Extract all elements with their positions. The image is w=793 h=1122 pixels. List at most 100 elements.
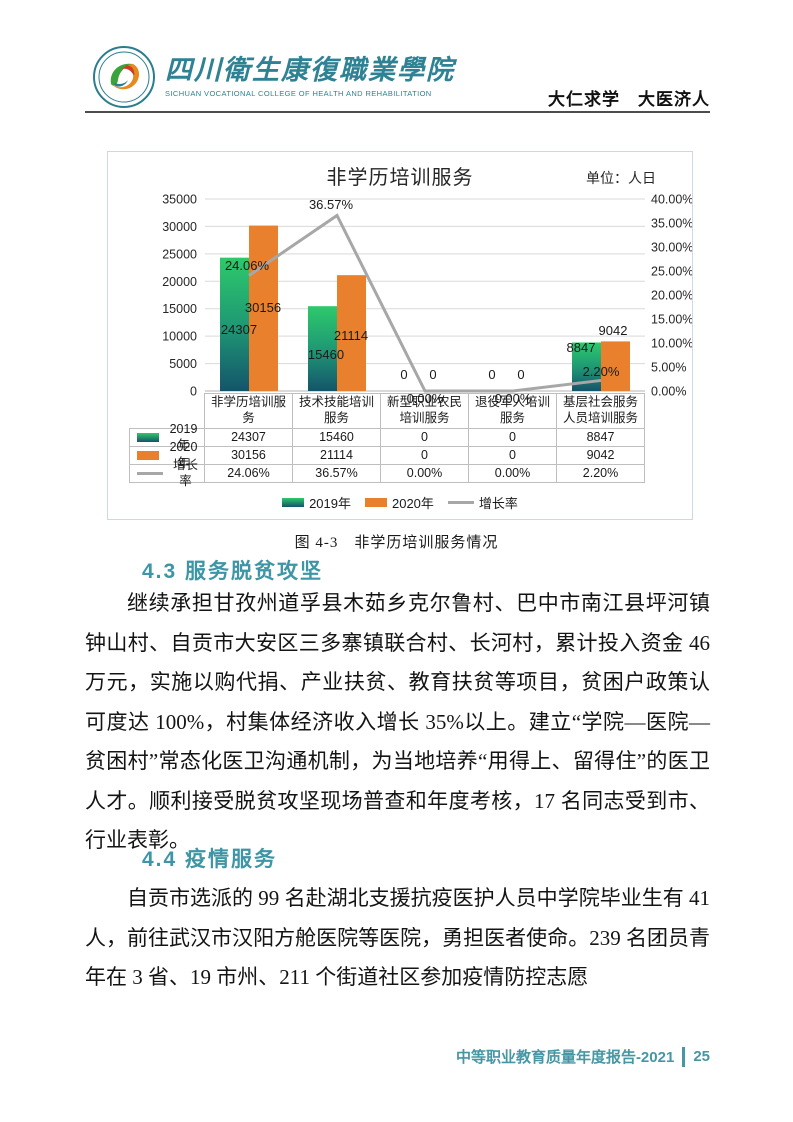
bar-2019 bbox=[220, 257, 249, 391]
legend-swatch-growth-line bbox=[137, 472, 163, 475]
left-axis-tick-label: 15000 bbox=[162, 302, 197, 316]
table-value-cell: 0.00% bbox=[381, 465, 469, 483]
header-motto: 大仁求学 大医济人 bbox=[548, 90, 710, 109]
college-name-block: 四川衛生康復職業學院 SICHUAN VOCATIONAL COLLEGE OF… bbox=[165, 55, 455, 98]
table-category-header: 新型职业农民培训服务 bbox=[381, 393, 469, 429]
right-axis-tick-label: 25.00% bbox=[651, 265, 692, 279]
bar-2020-data-label: 0 bbox=[429, 367, 436, 382]
college-logo-badge bbox=[93, 46, 155, 108]
legend-item: 2020年 bbox=[364, 493, 434, 512]
footer-separator bbox=[682, 1046, 686, 1067]
table-value-cell: 0.00% bbox=[469, 465, 557, 483]
table-value-cell: 24.06% bbox=[205, 465, 293, 483]
table-category-header: 基层社会服务人员培训服务 bbox=[557, 393, 645, 429]
right-axis-tick-label: 30.00% bbox=[651, 241, 692, 255]
chart-title: 非学历培训服务 bbox=[326, 167, 474, 189]
bar-2020 bbox=[337, 275, 366, 391]
college-name-en: SICHUAN VOCATIONAL COLLEGE OF HEALTH AND… bbox=[165, 88, 432, 98]
right-axis-tick-label: 35.00% bbox=[651, 217, 692, 231]
table-value-cell: 0 bbox=[381, 447, 469, 465]
section-4-3-paragraph: 继续承担甘孜州道孚县木茹乡克尔鲁村、巴中市南江县坪河镇钟山村、自贡市大安区三多寨… bbox=[85, 591, 710, 852]
figure-caption: 图 4-3 非学历培训服务情况 bbox=[294, 535, 499, 551]
table-category-header: 退役军人培训服务 bbox=[469, 393, 557, 429]
growth-rate-line bbox=[248, 213, 602, 393]
bar-2019 bbox=[308, 306, 337, 391]
right-axis-tick-label: 0.00% bbox=[651, 385, 686, 399]
table-value-cell: 15460 bbox=[293, 429, 381, 447]
table-value-cell: 9042 bbox=[557, 447, 645, 465]
left-axis-tick-label: 10000 bbox=[162, 330, 197, 344]
bar-2019-data-label: 8847 bbox=[567, 340, 596, 355]
table-series-label-cell: 2020年 bbox=[129, 440, 205, 470]
legend-item: 增长率 bbox=[447, 493, 518, 512]
legend-swatch-2019 bbox=[137, 433, 159, 442]
table-value-cell: 0 bbox=[469, 447, 557, 465]
college-name-zh: 四川衛生康復職業學院 bbox=[165, 55, 455, 86]
section-4-4-paragraph: 自贡市选派的 99 名赴湖北支援抗疫医护人员中学院毕业生有 41 人，前往武汉市… bbox=[85, 886, 710, 989]
logo-swirl-icon bbox=[98, 51, 150, 103]
chart-unit-label: 单位：人日 bbox=[586, 170, 656, 186]
right-axis-tick-label: 20.00% bbox=[651, 289, 692, 303]
right-axis-tick-label: 15.00% bbox=[651, 313, 692, 327]
table-category-header: 非学历培训服务 bbox=[205, 393, 293, 429]
table-series-label-cell: 增长率 bbox=[129, 458, 205, 488]
left-axis-tick-label: 35000 bbox=[162, 193, 197, 207]
bar-2020 bbox=[601, 341, 630, 391]
college-logo: 四川衛生康復職業學院 SICHUAN VOCATIONAL COLLEGE OF… bbox=[93, 46, 455, 108]
table-value-cell: 0 bbox=[469, 429, 557, 447]
chart-plot-area: 0 5000 10000 15000 20000 25000 30000 35000 0.00%… bbox=[162, 193, 692, 407]
page-footer: 中等职业教育质量年度报告-2021 25 bbox=[456, 1046, 710, 1067]
legend-item-label: 2019年 bbox=[309, 496, 351, 511]
left-axis-tick-label: 30000 bbox=[162, 220, 197, 234]
left-axis-tick-label: 25000 bbox=[162, 247, 197, 261]
growth-rate-data-label: 2.20% bbox=[583, 364, 620, 379]
bar-2020 bbox=[249, 225, 278, 391]
table-series-name: 增长率 bbox=[172, 457, 198, 488]
header-rule bbox=[85, 111, 710, 113]
legend-item-label: 2020年 bbox=[391, 496, 434, 511]
right-axis-tick-label: 40.00% bbox=[651, 193, 692, 207]
table-category-header: 技术技能培训服务 bbox=[293, 393, 381, 429]
legend-swatch-growth-line bbox=[447, 501, 474, 504]
footer-page-number: 25 bbox=[693, 1048, 710, 1065]
growth-rate-data-label: 0.00% bbox=[495, 391, 532, 406]
legend-item: 2019年 bbox=[282, 493, 351, 512]
growth-rate-data-label: 24.06% bbox=[225, 258, 270, 273]
growth-rate-data-label: 36.57% bbox=[309, 197, 354, 212]
section-heading-4-4: 4.4 疫情服务 bbox=[142, 848, 278, 871]
left-axis-tick-label: 5000 bbox=[169, 357, 197, 371]
table-series-name: 2019年 bbox=[169, 421, 198, 452]
legend-swatch-2019 bbox=[282, 498, 305, 507]
right-axis-tick-label: 10.00% bbox=[651, 337, 692, 351]
right-axis-tick-label: 5.00% bbox=[651, 361, 686, 375]
left-axis-tick-label: 20000 bbox=[162, 275, 197, 289]
table-value-cell: 24307 bbox=[205, 429, 293, 447]
bar-2019-data-label: 15460 bbox=[308, 347, 344, 362]
bar-2020-data-label: 21114 bbox=[334, 328, 368, 343]
left-axis-tick-label: 0 bbox=[190, 385, 197, 399]
chart-legend: 2019年 2020年 增长率 bbox=[108, 493, 692, 512]
chart-data-table: 非学历培训服务 技术技能培训服务 新型职业农民培训服务 退役军人培训服务 基层社会服务人… bbox=[129, 393, 645, 488]
legend-swatch-2020 bbox=[364, 498, 387, 507]
table-value-cell: 8847 bbox=[557, 429, 645, 447]
table-series-label-cell: 2019年 bbox=[129, 422, 205, 452]
table-value-cell: 36.57% bbox=[293, 465, 381, 483]
bar-2019-data-label: 24307 bbox=[221, 322, 257, 337]
table-value-cell: 21114 bbox=[293, 447, 381, 465]
table-value-cell: 0 bbox=[381, 429, 469, 447]
bar-2020-data-label: 0 bbox=[517, 367, 524, 382]
bar-2020-data-label: 9042 bbox=[599, 323, 628, 338]
growth-rate-data-label: 0.00% bbox=[407, 391, 444, 406]
section-heading-4-3: 4.3 服务脱贫攻坚 bbox=[142, 560, 324, 583]
footer-report-title: 中等职业教育质量年度报告-2021 bbox=[455, 1049, 675, 1066]
table-value-cell: 2.20% bbox=[557, 465, 645, 483]
table-corner-cell bbox=[129, 393, 205, 429]
bar-2019-data-label: 0 bbox=[400, 367, 407, 382]
chart-container: 非学历培训服务 单位：人日 0 5000 10000 15000 20000 25000 3… bbox=[107, 151, 693, 520]
table-value-cell: 30156 bbox=[205, 447, 293, 465]
legend-item-label: 增长率 bbox=[478, 496, 518, 511]
bar-2019-data-label: 0 bbox=[488, 367, 495, 382]
bar-2020-data-label: 30156 bbox=[245, 300, 281, 315]
table-series-name: 2020年 bbox=[169, 439, 198, 470]
legend-swatch-2020 bbox=[137, 451, 159, 460]
